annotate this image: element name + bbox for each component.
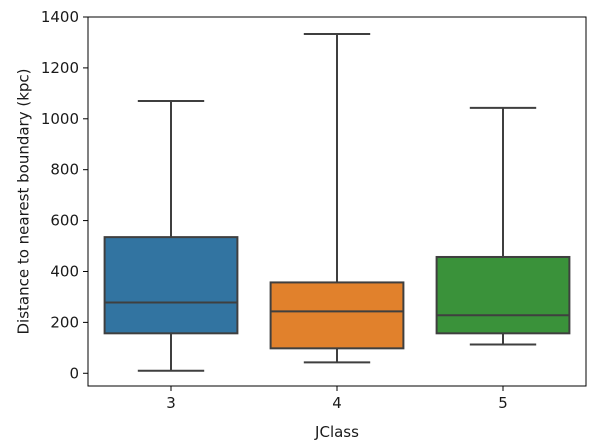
x-axis-label: JClass xyxy=(314,423,359,441)
x-tick-label-3: 3 xyxy=(166,394,176,412)
y-tick-label-600: 600 xyxy=(50,212,79,230)
y-tick-label-0: 0 xyxy=(69,364,79,382)
x-tick-label-5: 5 xyxy=(498,394,508,412)
iqr-box xyxy=(103,236,239,335)
y-axis-label: Distance to nearest boundary (kpc) xyxy=(15,68,33,334)
box-5 xyxy=(435,106,571,346)
y-tick-label-1200: 1200 xyxy=(41,59,79,77)
y-axis: 0 200 400 600 800 1000 1200 1400 xyxy=(41,8,88,382)
box-3 xyxy=(103,99,239,372)
y-tick-label-1000: 1000 xyxy=(41,110,79,128)
y-tick-label-800: 800 xyxy=(50,161,79,179)
y-tick-label-200: 200 xyxy=(50,313,79,331)
box-4 xyxy=(269,33,405,364)
boxes-group xyxy=(103,33,571,372)
x-tick-label-4: 4 xyxy=(332,394,342,412)
iqr-box xyxy=(269,281,405,350)
y-tick-label-1400: 1400 xyxy=(41,8,79,26)
iqr-box xyxy=(435,255,571,335)
y-tick-label-400: 400 xyxy=(50,262,79,280)
x-axis: 3 4 5 xyxy=(166,386,508,412)
